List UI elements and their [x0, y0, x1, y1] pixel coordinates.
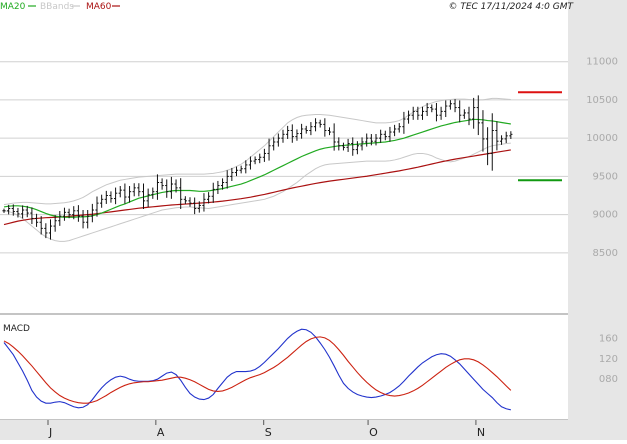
price-axis-panel	[568, 0, 627, 440]
moving-averages-layer	[3, 118, 511, 226]
legend-ma60-label: MA60	[86, 2, 112, 12]
price-tick-label: 11000	[586, 57, 618, 68]
copyright-label: © TEC 17/11/2024 4:0 GMT	[448, 2, 574, 12]
date-tick-label: J	[48, 426, 52, 439]
macd-line	[3, 328, 511, 411]
date-axis-panel	[0, 420, 568, 440]
price-tick-label: 10000	[586, 133, 618, 144]
legend: MA20 BBands MA60	[0, 2, 120, 12]
price-tick-label: 9500	[593, 171, 618, 182]
macd-panel-title: MACD	[3, 324, 30, 334]
ma20-line	[3, 118, 511, 218]
legend-bbands-label: BBands	[40, 2, 74, 12]
date-tick-label: S	[265, 426, 272, 439]
price-tick-label: 10500	[586, 95, 618, 106]
legend-ma20-label: MA20	[0, 2, 26, 12]
date-tick-label: N	[477, 426, 485, 439]
price-tick-label: 8500	[593, 248, 618, 259]
macd-layer	[3, 328, 512, 411]
price-bars-layer	[2, 95, 513, 240]
date-tick-label: A	[157, 426, 165, 439]
macd-tick-label: 120	[599, 354, 618, 365]
bbands-upper-line	[3, 97, 511, 206]
macd-tick-label: 160	[599, 333, 618, 344]
bbands-lower-line	[3, 142, 511, 242]
price-tick-label: 9000	[593, 210, 618, 221]
date-tick-label: O	[369, 426, 378, 439]
ma60-line	[3, 149, 511, 226]
bollinger-bands-layer	[3, 97, 511, 242]
macd-tick-label: 080	[599, 374, 618, 385]
macd-signal-line	[3, 336, 512, 404]
